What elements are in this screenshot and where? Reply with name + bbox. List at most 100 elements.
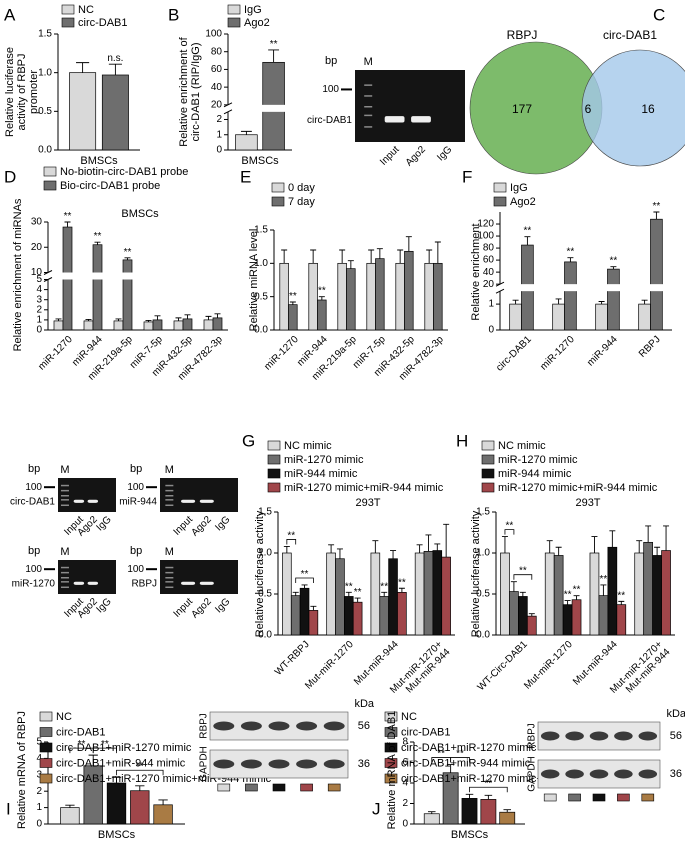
- gel-band: [181, 499, 196, 503]
- blot-size: 36: [358, 758, 370, 770]
- blot-band: [565, 731, 584, 741]
- legend-label: Ago2: [244, 17, 270, 29]
- legend-label: Ago2: [510, 196, 536, 208]
- bar: [499, 811, 516, 825]
- y-axis-label: Relative enrichment of circ-DAB1 (RIP/Ig…: [177, 37, 202, 147]
- lane-key: [217, 783, 231, 792]
- panel-letter: J: [372, 799, 381, 818]
- error-bar: [528, 613, 535, 617]
- ladder-band: [60, 577, 69, 579]
- bar: [212, 317, 223, 331]
- y-tick-label: 1.5: [258, 507, 272, 518]
- error-bar: [111, 776, 122, 783]
- significance-label: **: [94, 231, 102, 242]
- significance-label: **: [610, 256, 618, 267]
- ladder-band: [364, 114, 373, 117]
- error-bar: [663, 525, 670, 551]
- bar: [282, 552, 292, 636]
- y-tick-label: 1.5: [476, 507, 490, 518]
- venn-set: [581, 49, 685, 167]
- ladder-band: [60, 489, 69, 492]
- ladder-band: [364, 106, 373, 108]
- legend-swatch: [39, 711, 53, 722]
- gel-band-label: miR-944: [119, 496, 157, 507]
- subtitle: BMSCs: [121, 208, 159, 220]
- y-tick-label: 2: [36, 304, 42, 315]
- ladder-band: [60, 495, 69, 497]
- y-axis-label: Relative luciferase activity: [469, 510, 482, 638]
- significance-bracket: [513, 574, 533, 580]
- gel-band: [181, 581, 196, 585]
- x-tick-label: BMSCs: [451, 829, 489, 841]
- error-bar: [503, 809, 512, 813]
- blot-unit: kDa: [354, 698, 374, 710]
- ladder-band: [60, 566, 69, 569]
- bar: [526, 615, 537, 636]
- y-tick-label: 20: [211, 99, 223, 110]
- y-tick-label: 2: [402, 798, 408, 809]
- bar: [395, 262, 405, 331]
- significance-label: **: [270, 39, 278, 50]
- legend-swatch: [271, 196, 285, 207]
- error-bar: [381, 591, 388, 597]
- y-axis-label: Relative mRNA of DAB1: [385, 710, 398, 830]
- blot-band: [240, 721, 262, 731]
- bar: [652, 555, 662, 636]
- error-bar: [519, 591, 526, 597]
- bar: [461, 798, 478, 825]
- error-bar: [567, 257, 574, 262]
- bar: [60, 807, 80, 825]
- bar: [509, 591, 519, 636]
- axis-break: [228, 104, 293, 112]
- bar: [432, 550, 443, 636]
- y-tick-label: 0.5: [476, 589, 490, 600]
- y-tick-label: 0: [36, 325, 42, 336]
- blot-size: 56: [670, 730, 682, 742]
- blot-band: [268, 759, 290, 769]
- significance-bracket: [450, 757, 470, 763]
- gel-marker: M: [60, 546, 69, 558]
- panel-letter: F: [462, 167, 472, 186]
- ladder-band: [60, 571, 69, 574]
- gel-bp: bp: [130, 463, 142, 475]
- y-tick-label: 1: [36, 802, 42, 813]
- legend-label: circ-DAB1+miR-1270 mimic: [56, 742, 192, 754]
- legend-swatch: [493, 196, 507, 207]
- error-bar: [281, 249, 288, 264]
- ladder-band: [364, 95, 373, 97]
- ladder-band: [165, 586, 174, 589]
- y-tick-label: 1.0: [254, 258, 268, 269]
- gel-marker: M: [165, 464, 174, 476]
- bar: [397, 592, 407, 636]
- legend-label: miR-944 mimic: [498, 468, 572, 480]
- y-tick-label: 20: [31, 242, 43, 253]
- x-tick-label: BMSCs: [98, 829, 136, 841]
- panel-letter: B: [168, 5, 179, 24]
- gel-size: 100: [25, 564, 42, 575]
- y-tick-label: 0.0: [476, 630, 490, 641]
- bar: [589, 552, 600, 636]
- significance-label: **: [564, 590, 572, 601]
- y-tick-label: 80: [483, 243, 495, 254]
- ladder-band: [165, 495, 174, 497]
- venn-set-label: RBPJ: [507, 28, 538, 42]
- bar: [288, 304, 298, 331]
- ladder-band: [165, 489, 174, 492]
- x-tick-label: BMSCs: [241, 155, 279, 167]
- ladder-band: [60, 581, 69, 583]
- bar: [317, 299, 327, 331]
- bar: [595, 303, 608, 331]
- bar: [388, 558, 398, 636]
- y-tick-label: 1.0: [258, 548, 272, 559]
- y-tick-label: 1.5: [254, 225, 268, 236]
- legend-label: miR-944 mimic: [284, 468, 358, 480]
- ladder-band: [60, 499, 69, 501]
- y-tick-label: 0.0: [38, 145, 52, 156]
- error-bar: [135, 785, 145, 791]
- gel-band: [87, 499, 99, 503]
- bar: [335, 558, 345, 636]
- error-bar: [94, 241, 101, 245]
- ladder-band: [60, 504, 69, 507]
- ladder-band: [165, 571, 174, 574]
- y-tick-label: 2: [216, 114, 222, 125]
